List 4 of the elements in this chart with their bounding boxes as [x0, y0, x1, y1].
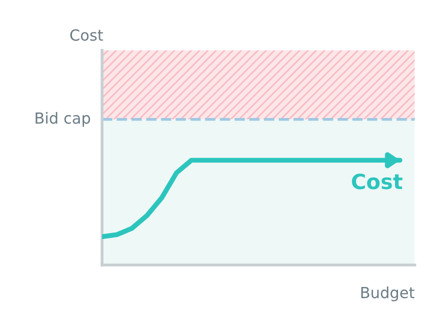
- ref-line-label: Bid cap: [36, 112, 90, 127]
- legend-label: Cost: [352, 174, 402, 190]
- x-axis-title: Budget: [361, 286, 414, 302]
- text: Cost: [70, 29, 104, 41]
